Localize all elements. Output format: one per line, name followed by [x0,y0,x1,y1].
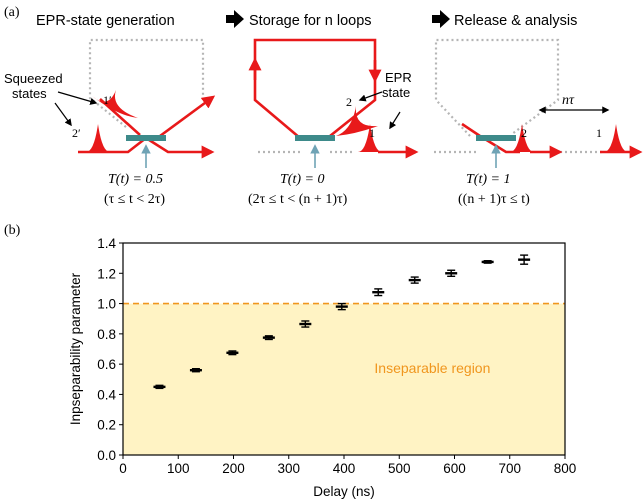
stage-2-condition: (2τ ≤ t < (n + 1)τ) [248,192,348,207]
squeezed-label-2: states [12,86,47,101]
stage-3-diagram: nτ 2 1 T(t) = 1 ((n + 1)τ ≤ t) [434,38,643,207]
inseparable-region [123,303,565,455]
label-arrow [57,91,98,105]
pulse-1p [92,90,138,118]
x-tick-label: 500 [388,461,411,476]
squeezed-label-1: Squeezed [4,71,63,86]
mode-1p-label: 1′ [103,93,112,107]
stage-1-diagram: Squeezed states 1′ 2′ T(t) = 0.5 (τ ≤ t … [4,38,216,207]
stage-arrow-2 [432,10,450,28]
y-axis-label: Inpseparability parameter [68,272,83,425]
mode-2-label: 2 [521,126,527,140]
y-tick-label: 0.0 [97,448,116,463]
beam-splitter [476,135,516,141]
beam-splitter [126,135,166,141]
region-label: Inseparable region [374,360,490,376]
mode-1-label: 1 [596,126,602,140]
beam [159,95,216,138]
stage-2-title: Storage for n loops [249,13,372,29]
x-axis-label: Delay (ns) [313,484,375,499]
loop-beam [253,38,377,139]
x-tick-label: 400 [333,461,356,476]
pulse-2p [86,124,110,152]
delay-label: nτ [562,93,575,108]
pulse-2 [336,106,378,136]
y-tick-label: 0.6 [97,357,116,372]
epr-label-1: EPR [385,70,412,85]
loop-dotted [88,38,205,128]
epr-label-2: state [382,85,410,100]
mode-1-label: 1 [369,126,375,140]
beam-splitter [295,135,335,141]
label-arrow [389,111,401,130]
stage-1-condition: (τ ≤ t < 2τ) [104,192,165,207]
x-tick-label: 700 [498,461,521,476]
panel-b-label: (b) [4,223,21,238]
y-tick-label: 0.2 [97,418,116,433]
pulse-1-released [604,124,628,152]
inseparability-chart: Inseparable region 0 100 200 300 400 500 600 700… [68,236,576,499]
label-arrow [358,91,383,102]
stage-3-title: Release & analysis [454,13,577,29]
y-tick-label: 1.4 [97,236,116,251]
x-tick-label: 800 [554,461,577,476]
y-tick-label: 0.4 [97,387,116,402]
x-tick-label: 600 [443,461,466,476]
stage-1-title: EPR-state generation [36,13,175,29]
mode-2-label: 2 [346,95,352,109]
x-tick-label: 100 [167,461,190,476]
x-tick-label: 200 [222,461,245,476]
stage-3-condition: ((n + 1)τ ≤ t) [458,192,530,207]
loop-dotted [434,38,560,137]
mode-2p-label: 2′ [72,126,81,140]
panel-a-label: (a) [4,5,20,20]
stage-2-diagram: EPR state 2 1 T(t) = 0 (2τ ≤ t < (n + 1)… [248,38,419,207]
y-tick-label: 1.0 [97,297,116,312]
y-tick-label: 1.2 [97,266,116,281]
y-tick-label: 0.8 [97,327,116,342]
label-arrow [54,102,72,127]
stage-arrow-1 [226,10,244,28]
x-tick-label: 0 [119,461,127,476]
x-tick-label: 300 [277,461,300,476]
beam [145,136,215,159]
stage-3-equation: T(t) = 1 [466,172,510,187]
stage-1-equation: T(t) = 0.5 [108,172,163,187]
stage-2-equation: T(t) = 0 [280,172,324,187]
pulse-1 [358,124,382,152]
pulse-2-released [510,124,534,152]
